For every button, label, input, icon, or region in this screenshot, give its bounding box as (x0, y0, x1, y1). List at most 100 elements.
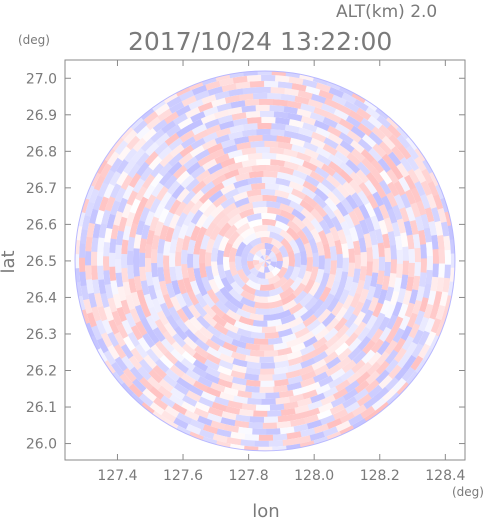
radar-cell (120, 174, 134, 191)
radar-cell (196, 375, 213, 388)
radar-cell (192, 351, 208, 365)
radar-cell (246, 213, 263, 223)
radar-cell (163, 92, 179, 104)
radar-cell (286, 337, 302, 349)
radar-cell (409, 219, 419, 236)
radar-cell (164, 226, 175, 243)
radar-cell (194, 338, 210, 352)
radar-cell (97, 265, 105, 281)
radar-cell (289, 266, 301, 282)
radar-cell (348, 281, 359, 298)
y-axis-title: lat (0, 250, 19, 273)
radar-cell (286, 219, 302, 234)
radar-cell (349, 292, 362, 309)
radar-cell (263, 350, 279, 357)
radar-cell (91, 236, 99, 252)
radar-cell (254, 308, 270, 315)
radar-cell (75, 267, 81, 283)
radar-cell (325, 273, 336, 290)
radar-cell (159, 152, 175, 168)
radar-cell (257, 265, 265, 273)
radar-cell (294, 326, 310, 339)
radar-cell (273, 111, 289, 119)
radar-cell (444, 295, 452, 311)
radar-cell (171, 340, 186, 356)
radar-cell (150, 172, 164, 188)
radar-cell (231, 376, 247, 386)
radar-cell (424, 331, 437, 347)
radar-cell (180, 174, 195, 189)
radar-cell (206, 412, 223, 423)
radar-cell (90, 171, 101, 187)
radar-cell (265, 182, 281, 191)
radar-cell (122, 281, 132, 297)
radar-cell (151, 410, 167, 422)
radar-cell (266, 318, 283, 327)
radar-cell (202, 312, 218, 328)
radar-cell (282, 438, 298, 447)
radar-cell (212, 433, 228, 443)
radar-cell (358, 288, 369, 305)
radar-cell (165, 314, 179, 330)
radar-cell (245, 278, 261, 291)
radar-cell (203, 106, 219, 117)
radar-cell (101, 318, 113, 335)
radar-cell (307, 98, 324, 110)
radar-cell (289, 137, 306, 148)
radar-cell (411, 329, 424, 346)
radar-cell (387, 231, 397, 247)
radar-cell (187, 384, 204, 397)
radar-cell (426, 255, 433, 271)
radar-cell (351, 192, 365, 208)
radar-cell (355, 169, 370, 184)
radar-cell (335, 420, 352, 433)
radar-cell (182, 210, 196, 227)
radar-cell (143, 293, 155, 309)
radar-cell (103, 169, 116, 185)
radar-cell (272, 99, 289, 107)
radar-cell (196, 415, 213, 427)
radar-cell (207, 142, 223, 155)
radar-cell (323, 137, 340, 150)
radar-cell (186, 161, 202, 175)
radar-cell (367, 384, 383, 399)
radar-cell (194, 292, 208, 308)
radar-cell (201, 213, 215, 230)
radar-cell (120, 126, 134, 140)
radar-cell (291, 208, 307, 222)
radar-cell (313, 364, 330, 377)
radar-cell (345, 115, 362, 129)
radar-cell (299, 199, 315, 214)
radar-cell (149, 343, 164, 359)
radar-cell (268, 274, 281, 285)
radar-cell (304, 148, 320, 160)
radar-cell (261, 74, 276, 82)
radar-cell (318, 89, 335, 101)
radar-cell (386, 169, 400, 185)
radar-cell (185, 106, 201, 119)
radar-cell (181, 234, 191, 251)
radar-cell (221, 202, 238, 216)
radar-cell (264, 392, 280, 399)
radar-cell (112, 371, 125, 386)
radar-cell (243, 445, 259, 451)
radar-cell (252, 206, 269, 215)
radar-cell (165, 282, 176, 299)
radar-cell (236, 268, 250, 284)
radar-cell (373, 206, 385, 223)
radar-cell (300, 115, 317, 126)
radar-cell (163, 350, 179, 365)
y-axis: 26.0 26.1 26.2 26.3 26.4 26.5 26.6 26.7 26.8 26.9… (26, 71, 465, 453)
radar-cell (405, 371, 419, 386)
radar-cell (363, 396, 379, 410)
radar-cell (136, 161, 150, 177)
radar-cell (394, 235, 403, 251)
radar-cell (182, 189, 197, 205)
radar-cell (246, 116, 263, 124)
radar-cell (85, 236, 93, 252)
radar-cell (204, 338, 221, 352)
radar-cell (354, 380, 370, 394)
radar-cell (134, 343, 148, 359)
radar-cell (116, 158, 130, 175)
radar-cell (252, 319, 268, 327)
